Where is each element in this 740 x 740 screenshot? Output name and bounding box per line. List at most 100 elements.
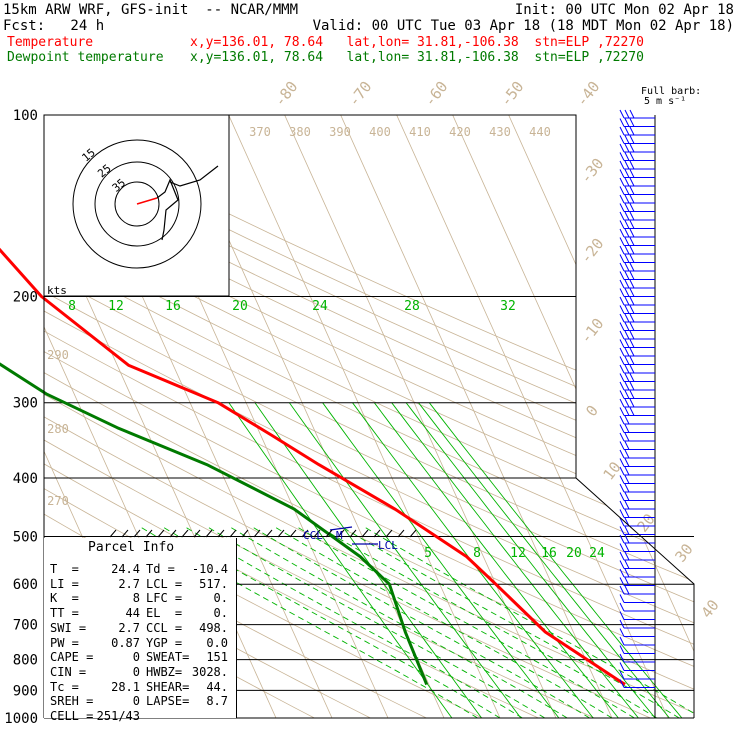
wind-barb	[619, 415, 655, 425]
parcel-info-cell: SWEAT=	[146, 650, 190, 665]
parcel-info-cell: T =	[50, 562, 79, 576]
theta-label: 270	[47, 494, 69, 508]
hodograph-ring	[114, 181, 160, 227]
parcel-info-cell: PW =	[50, 635, 79, 650]
dry-adiabat	[44, 115, 694, 718]
theta-e-label: 410	[409, 125, 431, 139]
temperature-profile	[0, 247, 626, 686]
moist-adiabat-line	[339, 525, 680, 718]
dry-adiabat	[44, 115, 694, 718]
theta-e-label: 390	[329, 125, 351, 139]
parcel-info-cell: 28.1	[111, 679, 140, 694]
wind-barb	[619, 662, 655, 671]
wind-barb	[619, 347, 655, 357]
wind-barb	[619, 245, 655, 255]
isotherm-label: 10	[599, 458, 624, 483]
parcel-info-title: Parcel Info	[88, 540, 175, 555]
isotherm-line	[452, 115, 694, 718]
mixing-ratio-label: 16	[541, 546, 557, 561]
parcel-info-cell: 2.7	[118, 620, 140, 635]
mixing-ratio-label: 5	[424, 546, 432, 561]
wind-barb	[619, 262, 655, 272]
parcel-info-cell: CELL =	[50, 709, 94, 723]
isotherm-label: -20	[577, 235, 608, 267]
pressure-tick-label: 500	[13, 529, 38, 545]
wind-barb	[619, 679, 655, 688]
wind-barb	[619, 611, 655, 620]
wind-barb	[619, 186, 655, 195]
parcel-info-cell: 498.	[199, 620, 228, 635]
wind-barb	[619, 407, 655, 416]
mixing-ratio-line	[352, 402, 594, 718]
mixing-ratio-line	[254, 402, 482, 718]
parcel-info-cell: 44	[125, 606, 140, 621]
pressure-tick-label: 300	[13, 396, 38, 412]
dry-adiabat	[44, 115, 694, 718]
pressure-tick-label: 600	[13, 577, 38, 593]
wind-barb	[619, 330, 655, 340]
wind-barb	[619, 152, 655, 161]
wind-barb	[619, 194, 655, 204]
isotherm-line	[284, 115, 557, 718]
theta-e-label: 400	[369, 125, 391, 139]
dewpoint-station-info: x,y=136.01, 78.64 lat,lon= 31.81,-106.38…	[190, 50, 644, 65]
ccl-marker	[329, 526, 353, 531]
moist-adiabat-line	[205, 525, 546, 718]
parcel-info-panel: Parcel Info T = 24.4 Td = -10.4 LI = 2.7 LCL =…	[44, 538, 237, 723]
mixing-ratio-line	[405, 402, 656, 718]
moist-adiabat-line	[272, 525, 613, 718]
moist-adiabat-line	[317, 525, 658, 718]
mixing-ratio-label: 20	[566, 546, 582, 561]
parcel-info-cell: 0.87	[111, 635, 140, 650]
hodograph-trace	[156, 178, 179, 241]
mixing-ratio-label: 28	[404, 299, 420, 314]
wind-barb	[619, 364, 655, 374]
wind-barb	[619, 288, 655, 297]
barb-legend-line1: Full barb:	[641, 86, 701, 97]
mixing-ratio-label: 8	[68, 299, 76, 314]
theta-label: 290	[47, 348, 69, 362]
theta-e-label: 370	[249, 125, 271, 139]
dry-adiabat	[44, 115, 694, 718]
pressure-tick-label: 200	[13, 290, 38, 306]
wind-barb	[619, 211, 655, 221]
pressure-tick-label: 100	[13, 108, 38, 124]
wind-barb	[619, 118, 655, 127]
hodograph-units: kts	[47, 284, 67, 297]
wind-barb	[619, 109, 655, 119]
wind-barb	[619, 466, 655, 476]
parcel-info-cell: 0	[132, 650, 140, 665]
wind-barb	[619, 339, 655, 348]
wind-barb	[619, 543, 655, 552]
parcel-info-cell: YGP =	[146, 635, 183, 650]
parcel-info-cell: SWI =	[50, 620, 87, 635]
wind-barb	[619, 271, 655, 280]
wind-barb	[619, 296, 655, 306]
hodograph-low-level-trace	[136, 197, 158, 205]
mixing-ratio-line	[228, 402, 453, 718]
moist-adiabat-line	[182, 525, 523, 718]
parcel-info-cell: 0.	[213, 606, 228, 621]
moist-adiabat-line	[227, 525, 568, 718]
isotherm-label: 40	[697, 596, 722, 621]
parcel-info-cell: EL =	[146, 606, 183, 621]
wind-barb	[619, 653, 655, 663]
wind-barb	[619, 670, 655, 680]
wind-barb	[619, 483, 655, 493]
parcel-info-cell: Tc =	[50, 679, 79, 694]
mixing-ratio-label: 12	[108, 299, 124, 314]
wind-barb	[619, 356, 655, 365]
wind-barb	[619, 169, 655, 178]
parcel-info-cell: CCL =	[146, 620, 183, 635]
dry-adiabat	[44, 115, 651, 718]
dry-adiabat	[44, 115, 694, 718]
parcel-info-cell: CAPE =	[50, 650, 94, 665]
wind-barb	[619, 220, 655, 229]
theta-e-label: 380	[289, 125, 311, 139]
isotherm-label: 0	[582, 402, 602, 420]
dry-adiabat	[44, 115, 694, 718]
mixing-ratio-line	[289, 402, 522, 718]
mixing-ratio-label: 20	[232, 299, 248, 314]
wind-barb	[619, 305, 655, 314]
